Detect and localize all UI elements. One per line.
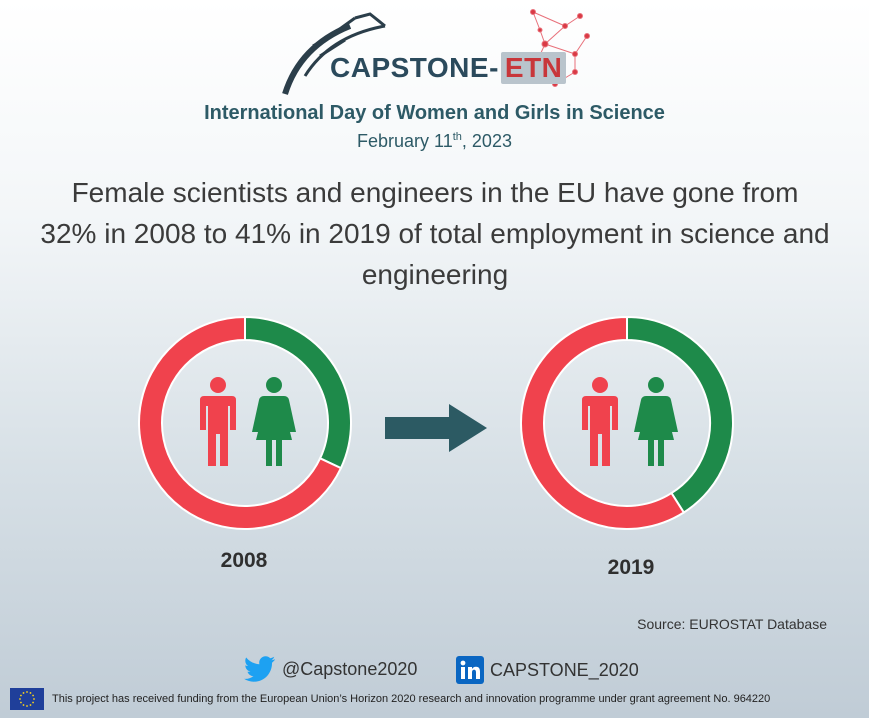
logo-wordmark: CAPSTONE- ETN: [330, 52, 567, 84]
logo-name-main: CAPSTONE-: [330, 52, 499, 83]
people-icons-2019: [578, 376, 680, 468]
eu-flag-icon: [10, 688, 44, 710]
funding-footer: This project has received funding from t…: [10, 688, 860, 710]
year-label-2008: 2008: [220, 549, 268, 572]
woman-icon: [634, 377, 678, 466]
event-date-prefix: February 11: [357, 131, 453, 151]
logo-name-accent: ETN: [500, 52, 567, 84]
linkedin-handle[interactable]: CAPSTONE_2020: [456, 656, 639, 684]
donut-chart-2019: [520, 316, 734, 530]
event-date-sup: th: [452, 131, 462, 143]
year-label-2019: 2019: [607, 556, 655, 579]
donut-chart-2008: [138, 316, 352, 530]
headline: Female scientists and engineers in the E…: [40, 177, 830, 290]
linkedin-icon: [456, 656, 484, 684]
donut-slice-men: [520, 316, 686, 530]
man-icon: [200, 377, 236, 466]
arrow-right-icon: [385, 404, 487, 452]
funding-text: This project has received funding from t…: [52, 693, 771, 705]
linkedin-handle-text: CAPSTONE_2020: [490, 659, 639, 680]
twitter-handle[interactable]: @Capstone2020: [244, 656, 417, 682]
donut-svg: [138, 316, 352, 530]
donut-slice-men: [138, 316, 343, 530]
people-icons-2008: [196, 376, 298, 468]
twitter-handle-text: @Capstone2020: [282, 658, 418, 679]
source-note: Source: EUROSTAT Database: [637, 616, 827, 632]
woman-icon: [252, 377, 296, 466]
event-title: International Day of Women and Girls in …: [204, 102, 665, 124]
event-date-suffix: , 2023: [461, 131, 512, 151]
man-icon: [582, 377, 618, 466]
twitter-icon: [244, 656, 276, 682]
event-date: February 11th, 2023: [0, 131, 869, 152]
donut-svg: [520, 316, 734, 530]
